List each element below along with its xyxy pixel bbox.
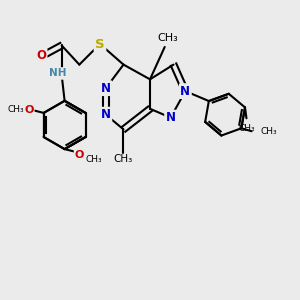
Text: N: N xyxy=(101,82,111,95)
Text: CH₃: CH₃ xyxy=(238,124,255,133)
Text: CH₃: CH₃ xyxy=(114,154,133,164)
Text: N: N xyxy=(166,111,176,124)
Text: O: O xyxy=(24,105,34,115)
Text: S: S xyxy=(95,38,105,50)
Text: CH₃: CH₃ xyxy=(86,155,102,164)
Text: N: N xyxy=(101,108,111,121)
Text: CH₃: CH₃ xyxy=(157,32,178,43)
Text: CH₃: CH₃ xyxy=(260,127,277,136)
Text: O: O xyxy=(75,150,84,160)
Text: N: N xyxy=(180,85,190,98)
Text: NH: NH xyxy=(49,68,66,78)
Text: O: O xyxy=(36,49,46,62)
Text: CH₃: CH₃ xyxy=(8,106,24,115)
